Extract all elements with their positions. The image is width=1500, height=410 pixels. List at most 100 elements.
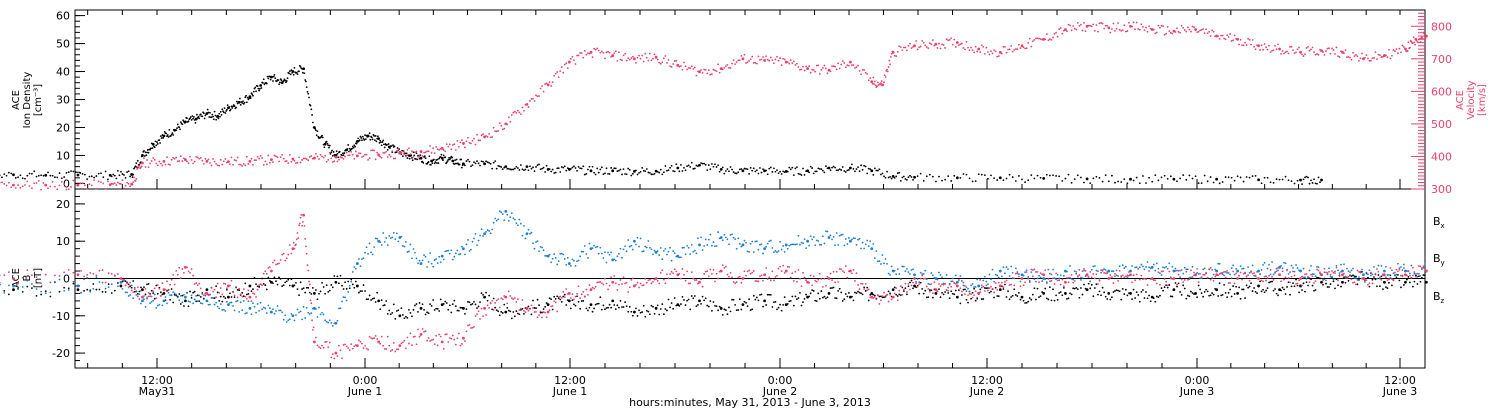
b-bx-dot: [783, 296, 786, 299]
velocity-dot: [538, 95, 540, 97]
velocity-dot: [406, 148, 409, 151]
b-bx-dot: [662, 313, 665, 316]
b-by-dot: [501, 213, 504, 215]
b-bz-dot: [1143, 277, 1146, 280]
velocity-dot: [1220, 34, 1223, 37]
density-dot: [1230, 176, 1233, 179]
velocity-dot: [1269, 51, 1272, 54]
b-bx-dot: [1385, 286, 1387, 289]
b-by-dot: [647, 240, 650, 242]
b-bx-dot: [241, 291, 244, 294]
b-by-dot: [746, 250, 749, 253]
velocity-dot: [193, 160, 196, 163]
density-dot: [712, 165, 715, 168]
b-bx-dot: [40, 293, 43, 296]
density-dot: [968, 177, 971, 180]
b-by-dot: [700, 236, 702, 239]
density-dot: [434, 161, 437, 164]
velocity-dot: [244, 164, 247, 167]
velocity-dot: [169, 164, 171, 166]
b-by-dot: [1062, 274, 1065, 277]
density-dot: [433, 162, 436, 165]
velocity-dot: [1245, 44, 1248, 47]
b-by-dot: [1013, 277, 1016, 280]
b-bz-dot: [809, 274, 812, 277]
b-bz-point: [848, 269, 852, 273]
b-bx-dot: [656, 304, 659, 307]
velocity-dot: [1226, 34, 1229, 37]
b-bz-dot: [912, 281, 914, 284]
b-by-point: [270, 310, 273, 314]
b-bz-dot: [951, 280, 954, 283]
b-by-point: [355, 262, 359, 265]
velocity-dot: [1280, 52, 1282, 55]
velocity-dot: [232, 163, 234, 166]
b-by-dot: [1227, 272, 1230, 274]
b-bz-dot: [826, 275, 829, 278]
density-dot: [723, 172, 726, 175]
density-dot: [33, 170, 36, 173]
velocity-dot: [137, 166, 140, 169]
b-bz-dot: [1148, 270, 1150, 272]
density-dot: [298, 70, 300, 73]
density-dot: [186, 117, 188, 120]
velocity-dot: [1358, 60, 1360, 62]
velocity-point: [1299, 50, 1302, 54]
b-bz-dot: [1035, 271, 1037, 273]
velocity-dot: [883, 74, 886, 77]
b-bx-dot: [1197, 284, 1200, 287]
velocity-point: [870, 80, 874, 83]
velocity-dot: [308, 156, 311, 158]
b-bx-dot: [883, 296, 885, 299]
density-dot: [457, 162, 460, 165]
density-dot: [428, 155, 431, 158]
b-bz-point: [141, 295, 144, 299]
b-bz-dot: [622, 276, 625, 279]
b-bx-dot: [1347, 279, 1350, 282]
b-bz-dot: [202, 294, 205, 297]
velocity-dot: [527, 106, 530, 108]
b-bz-dot: [1061, 278, 1064, 281]
b-bx-dot: [1039, 295, 1042, 298]
b-bx-dot: [808, 295, 811, 298]
density-dot: [766, 173, 769, 176]
velocity-dot: [993, 49, 995, 52]
b-bz-dot: [945, 289, 948, 291]
b-by-dot: [1310, 264, 1312, 267]
b-by-dot: [401, 244, 404, 247]
density-dot: [163, 130, 166, 133]
velocity-dot: [962, 46, 965, 49]
velocity-dot: [695, 74, 698, 77]
b-by-dot: [1356, 279, 1359, 281]
velocity-dot: [1286, 50, 1288, 53]
velocity-dot: [1018, 43, 1020, 46]
b-bx-dot: [442, 302, 445, 305]
b-bx-dot: [1058, 292, 1061, 294]
b-bx-dot: [1386, 287, 1389, 290]
b-by-dot: [576, 260, 578, 263]
b-by-dot: [371, 253, 374, 256]
y-tick-label-top-left: 30: [56, 94, 70, 107]
b-bx-dot: [1025, 301, 1028, 304]
b-by-dot: [1126, 276, 1129, 279]
velocity-point: [1320, 49, 1323, 53]
b-bx-point: [1341, 280, 1344, 284]
density-dot: [838, 168, 841, 170]
velocity-dot: [1152, 28, 1155, 31]
density-dot: [1160, 176, 1163, 179]
density-dot: [1254, 174, 1257, 177]
b-bz-dot: [1232, 270, 1235, 273]
b-bx-dot: [1152, 297, 1155, 300]
density-dot: [533, 170, 536, 173]
y-tick-label-top-right: 600: [1431, 85, 1452, 98]
b-bz-dot: [857, 284, 859, 286]
density-dot: [454, 159, 456, 162]
velocity-dot: [97, 180, 100, 183]
b-bz-dot: [1248, 279, 1251, 282]
b-by-dot: [1349, 274, 1351, 277]
density-dot: [1293, 182, 1296, 185]
density-dot: [189, 116, 192, 118]
density-dot: [197, 115, 200, 118]
b-by-dot: [941, 276, 943, 279]
density-dot: [258, 89, 261, 92]
